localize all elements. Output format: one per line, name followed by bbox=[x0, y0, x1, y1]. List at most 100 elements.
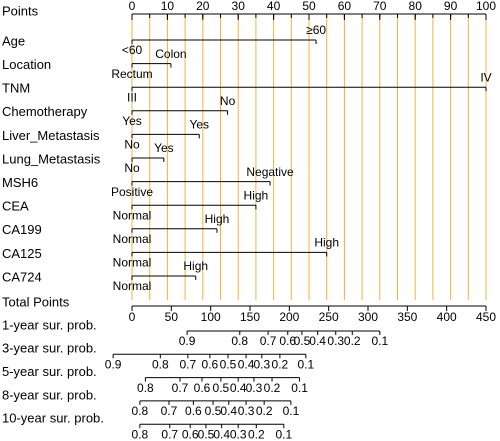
level-label: Normal bbox=[113, 279, 152, 293]
tick-label: 0.5 bbox=[213, 381, 230, 395]
tick-label: 0.3 bbox=[238, 404, 255, 418]
tick-label: 30 bbox=[232, 0, 246, 13]
tick-label: 50 bbox=[302, 0, 316, 13]
factor-name: Lung_Metastasis bbox=[2, 151, 101, 166]
axis-label: Total Points bbox=[2, 294, 70, 309]
tick-label: 0.4 bbox=[238, 357, 255, 371]
tick-label: 0.1 bbox=[371, 334, 388, 348]
tick-label: 0.5 bbox=[205, 404, 222, 418]
level-label: Positive bbox=[111, 185, 153, 199]
tick-label: 0.6 bbox=[185, 404, 202, 418]
axis-label: Points bbox=[2, 3, 39, 18]
tick-label: 0.2 bbox=[248, 427, 265, 441]
level-label: Yes bbox=[122, 114, 142, 128]
tick-label: 0.8 bbox=[132, 427, 149, 441]
tick-label: 0.8 bbox=[231, 334, 248, 348]
tick-label: 70 bbox=[373, 0, 387, 13]
tick-label: 0.6 bbox=[182, 427, 199, 441]
tick-label: 0.5 bbox=[294, 334, 311, 348]
tick-label: 0.7 bbox=[161, 404, 178, 418]
tick-label: 0.8 bbox=[132, 404, 149, 418]
tick-label: 200 bbox=[279, 310, 299, 324]
factor-name: CA724 bbox=[2, 269, 42, 284]
factor-name: CA125 bbox=[2, 246, 42, 261]
tick-label: 0.1 bbox=[283, 404, 300, 418]
tick-label: 0.3 bbox=[230, 427, 247, 441]
level-label: Negative bbox=[246, 165, 294, 179]
tick-label: 0.6 bbox=[202, 357, 219, 371]
level-label: <60 bbox=[122, 43, 143, 57]
tick-label: 0.3 bbox=[253, 357, 270, 371]
level-label: High bbox=[183, 259, 208, 273]
tick-label: 0 bbox=[129, 310, 136, 324]
level-label: ≥60 bbox=[306, 23, 326, 37]
tick-label: 0.2 bbox=[344, 334, 361, 348]
tick-label: 40 bbox=[267, 0, 281, 13]
level-label: Rectum bbox=[111, 67, 152, 81]
factor-name: Location bbox=[2, 57, 51, 72]
tick-label: 0.1 bbox=[275, 427, 292, 441]
tick-label: 0.6 bbox=[279, 334, 296, 348]
tick-label: 10 bbox=[161, 0, 175, 13]
tick-label: 0.4 bbox=[213, 427, 230, 441]
level-label: High bbox=[314, 236, 339, 250]
axis-label: 10-year sur. prob. bbox=[2, 411, 104, 426]
factor-name: CEA bbox=[2, 199, 29, 214]
tick-label: 0.3 bbox=[246, 381, 263, 395]
tick-label: 0.8 bbox=[152, 357, 169, 371]
tick-label: 0.2 bbox=[272, 357, 289, 371]
level-label: Normal bbox=[113, 232, 152, 246]
tick-label: 0.5 bbox=[198, 427, 215, 441]
tick-label: 0.9 bbox=[105, 357, 122, 371]
tick-label: 90 bbox=[444, 0, 458, 13]
level-label: Yes bbox=[154, 141, 174, 155]
tick-label: 50 bbox=[165, 310, 179, 324]
tick-label: 100 bbox=[201, 310, 221, 324]
tick-label: 300 bbox=[358, 310, 378, 324]
axis-label: 1-year sur. prob. bbox=[2, 317, 97, 332]
factor-name: CA199 bbox=[2, 222, 42, 237]
tick-label: 0.8 bbox=[137, 381, 154, 395]
tick-label: 0.3 bbox=[327, 334, 344, 348]
tick-label: 0.7 bbox=[260, 334, 277, 348]
axis-label: 5-year sur. prob. bbox=[2, 364, 97, 379]
level-label: Yes bbox=[189, 118, 209, 132]
level-label: Normal bbox=[113, 208, 152, 222]
level-label: No bbox=[124, 138, 140, 152]
level-label: No bbox=[220, 94, 236, 108]
tick-label: 450 bbox=[476, 310, 496, 324]
tick-label: 0.2 bbox=[264, 381, 281, 395]
factor-name: MSH6 bbox=[2, 175, 38, 190]
tick-label: 60 bbox=[338, 0, 352, 13]
axis-label: 3-year sur. prob. bbox=[2, 341, 97, 356]
level-label: No bbox=[124, 161, 140, 175]
tick-label: 0.4 bbox=[220, 404, 237, 418]
tick-label: 0.1 bbox=[298, 357, 315, 371]
tick-label: 0.9 bbox=[179, 334, 196, 348]
tick-label: 250 bbox=[319, 310, 339, 324]
level-label: III bbox=[127, 90, 137, 104]
factor-name: Age bbox=[2, 33, 25, 48]
factor-name: Chemotherapy bbox=[2, 104, 88, 119]
level-label: Colon bbox=[155, 47, 186, 61]
factor-name: Liver_Metastasis bbox=[2, 128, 100, 143]
tick-label: 0.7 bbox=[180, 357, 197, 371]
axis-label: 8-year sur. prob. bbox=[2, 387, 97, 402]
tick-label: 0.7 bbox=[172, 381, 189, 395]
level-label: High bbox=[244, 188, 269, 202]
tick-label: 0 bbox=[129, 0, 136, 13]
tick-label: 150 bbox=[240, 310, 260, 324]
tick-label: 80 bbox=[409, 0, 423, 13]
tick-label: 350 bbox=[397, 310, 417, 324]
tick-label: 0.4 bbox=[230, 381, 247, 395]
factor-name: TNM bbox=[2, 81, 30, 96]
tick-label: 400 bbox=[437, 310, 457, 324]
level-label: High bbox=[205, 212, 230, 226]
tick-label: 0.4 bbox=[309, 334, 326, 348]
level-label: Normal bbox=[113, 256, 152, 270]
tick-label: 0.7 bbox=[161, 427, 178, 441]
tick-label: 0.5 bbox=[220, 357, 237, 371]
tick-label: 0.1 bbox=[291, 381, 308, 395]
level-label: IV bbox=[480, 70, 491, 84]
